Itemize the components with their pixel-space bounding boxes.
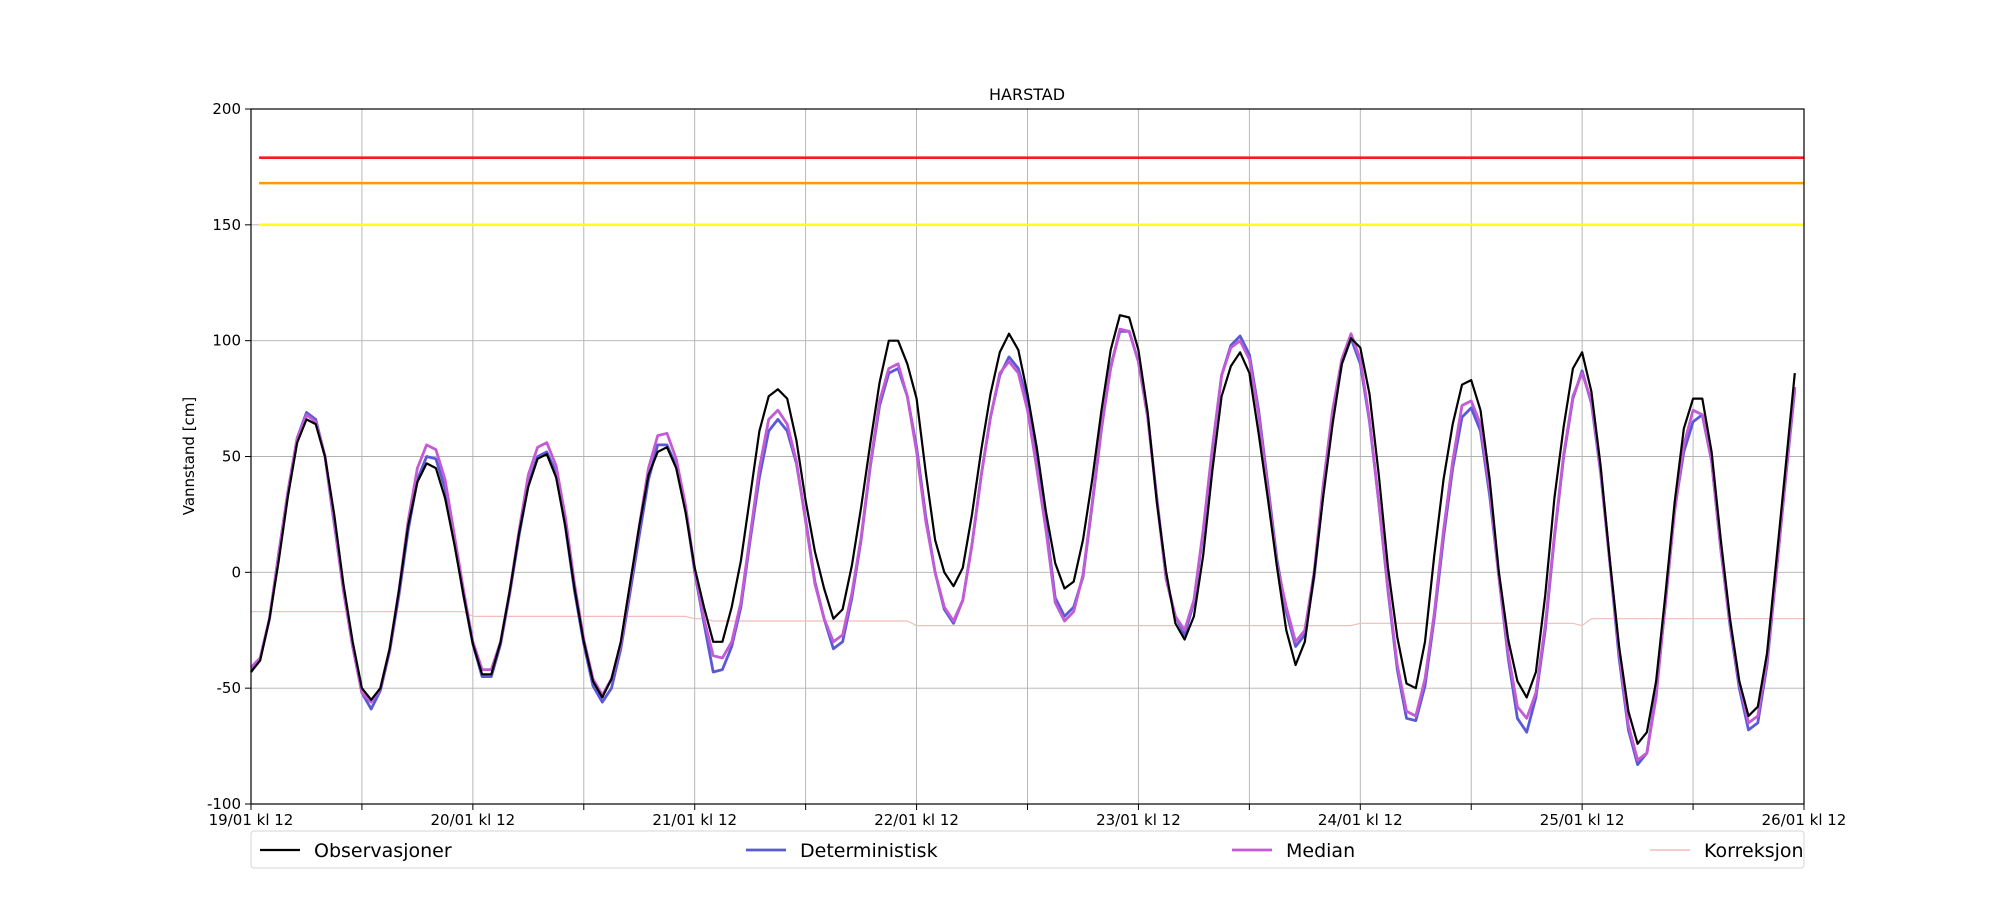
y-tick-label: 100 — [212, 332, 241, 350]
chart-title: HARSTAD — [989, 85, 1065, 104]
legend-label-korreksjon: Korreksjon — [1704, 840, 1804, 862]
x-tick-label: 25/01 kl 12 — [1540, 811, 1625, 829]
x-tick-label: 20/01 kl 12 — [430, 811, 515, 829]
legend-label-deterministisk: Deterministisk — [800, 840, 938, 862]
legend-label-median: Median — [1286, 840, 1355, 862]
y-tick-label: 0 — [231, 563, 241, 581]
legend-box — [250, 830, 1805, 869]
threshold-lines — [259, 156, 1804, 227]
y-axis-label: Vannstand [cm] — [180, 397, 198, 516]
legend-label-observasjoner: Observasjoner — [314, 840, 452, 862]
y-tick-label: 50 — [222, 448, 241, 466]
y-tick-label: -100 — [207, 795, 241, 813]
series-line-median — [250, 327, 1797, 762]
x-tick-label: 22/01 kl 12 — [874, 811, 959, 829]
y-axis-ticks: -100 -50 0 50 100 150 200 — [207, 100, 251, 813]
x-tick-label: 24/01 kl 12 — [1318, 811, 1403, 829]
y-tick-label: 200 — [212, 100, 241, 118]
y-tick-label: -50 — [217, 679, 242, 697]
y-tick-label: 150 — [212, 216, 241, 234]
legend: Observasjoner Deterministisk Median Korreks… — [250, 830, 1805, 869]
series-lines — [249, 314, 1804, 766]
x-tick-label: 23/01 kl 12 — [1096, 811, 1181, 829]
series-line-observasjoner — [250, 314, 1796, 745]
x-axis-ticks: 19/01 kl 12 20/01 kl 12 21/01 kl 12 22/01 k… — [209, 804, 1847, 829]
x-tick-label: 26/01 kl 12 — [1762, 811, 1847, 829]
x-tick-label: 19/01 kl 12 — [209, 811, 294, 829]
x-tick-label: 21/01 kl 12 — [652, 811, 737, 829]
grid-lines — [250, 108, 1805, 805]
